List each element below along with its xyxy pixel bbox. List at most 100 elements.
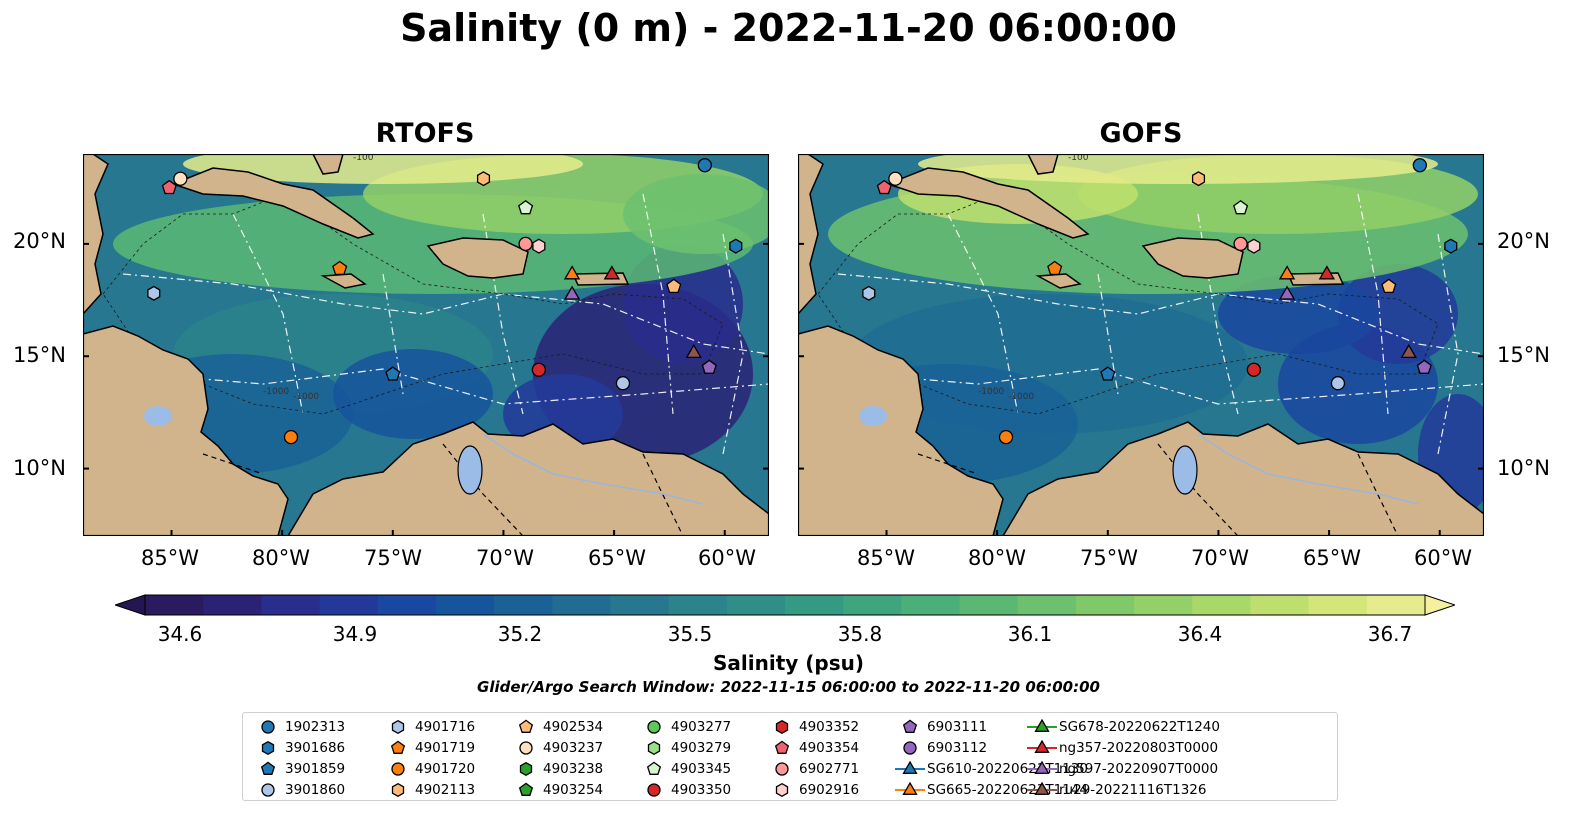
colorbar-segment [1075,595,1135,615]
float-marker-4903345 [518,199,534,215]
legend-marker [1027,718,1057,732]
land-mass [287,421,769,536]
float-marker-4903354 [161,179,177,195]
float-marker-4901719 [332,260,348,276]
land-mass [170,167,375,239]
legend-label: 4902534 [543,719,604,735]
lon-label-80w: 80°W [252,546,310,570]
legend-label: 4903277 [671,719,732,735]
legend-label: ng597-20220907T0000 [1059,761,1219,777]
legend-marker [260,761,276,775]
eez-boundary [232,213,304,415]
float-marker-4901720 [998,429,1014,445]
legend-symbol-hexagon [775,782,789,798]
legend-label: 4903237 [543,740,604,756]
land-mass [1141,237,1244,279]
legend-marker [902,719,918,733]
legend-symbol-pentagon [902,719,918,733]
contour-label: -1000 [1008,392,1034,402]
legend-marker [519,741,533,755]
float-marker-3901686 [1444,238,1458,254]
legend-symbol-hexagon [647,740,661,756]
float-marker-SG665-20220623T1144 [563,265,581,280]
colorbar-segment [1250,595,1310,615]
legend-marker [391,782,405,798]
legend-symbol-pentagon [646,761,662,775]
legend-symbol-pentagon [518,782,534,796]
lake-maracaibo [1172,445,1198,495]
float-marker-4902534 [1381,278,1397,294]
colorbar-segment [959,595,1019,615]
colorbar-segment [1366,595,1426,615]
legend-label: 3901686 [285,740,346,756]
colorbar-tick-label: 36.1 [1007,622,1053,646]
float-marker-ru29-20221116T1326 [1400,343,1417,359]
legend-marker [774,740,790,754]
legend-symbol-hexagon [775,719,789,735]
salinity-field [1218,274,1378,354]
float-marker-ng597-20220907T0000 [563,285,581,300]
legend-symbol-circle [261,720,275,734]
legend-label: 4903238 [543,761,604,777]
legend-marker [518,782,534,796]
float-marker-1902313 [697,158,712,173]
float-marker-4901716 [862,285,876,301]
salinity-field [623,174,769,254]
land-mass [1027,154,1059,175]
lon-label-70w: 70°W [476,546,534,570]
legend: 1902313 3901686 3901859 3901860 4901716 49017… [242,712,1338,801]
lon-label-85w: 85°W [857,546,915,570]
map-frame [83,154,769,536]
lake-nicaragua [144,406,172,426]
legend-label: SG678-20220622T1240 [1059,719,1220,735]
float-marker-6902771 [1233,236,1248,252]
float-marker-4903237 [173,171,188,186]
colorbar-frame [144,594,1426,616]
lon-label-75w: 75°W [1080,546,1138,570]
legend-symbol-circle [519,741,533,755]
contour-label: -100 [1068,154,1089,163]
colorbar-segment [1017,595,1077,615]
colorbar-segment [901,595,961,615]
map-frame [798,154,1484,536]
country-border [917,443,1399,536]
legend-label: 6902771 [799,761,860,777]
lon-label-85w: 85°W [141,546,199,570]
float-marker-6902916 [532,238,546,254]
legend-marker [775,719,789,735]
legend-symbol-hexagon [519,761,533,777]
float-marker-4903350 [1246,362,1262,377]
legend-symbol-hexagon [391,782,405,798]
lat-label-10n-right: 10°N [1497,456,1550,480]
legend-symbol-pentagon [260,761,276,775]
float-marker-SG665-20220623T1144 [1278,265,1296,280]
eez-boundary [1097,273,1119,395]
colorbar-segment [843,595,902,615]
legend-symbol-circle [261,783,275,797]
float-marker-6902916 [1247,238,1261,254]
lon-label-65w: 65°W [588,546,646,570]
eez-boundary [837,273,1484,355]
legend-marker [1027,760,1057,774]
legend-label: 4903352 [799,719,860,735]
colorbar-segment [435,595,495,615]
eez-boundary [857,368,1484,405]
float-marker-4903237 [888,171,903,186]
lon-label-65w: 65°W [1303,546,1361,570]
float-marker-6902771 [518,236,533,252]
panel-title-gofs: GOFS [1099,118,1183,149]
contour-label: -1000 [263,387,289,397]
legend-marker [775,782,789,798]
lake-nicaragua [859,406,887,426]
land-mass [312,154,344,175]
legend-marker [647,720,661,734]
legend-label: 4903345 [671,761,732,777]
legend-symbol-circle [391,762,405,776]
legend-label: 4901719 [415,740,476,756]
legend-symbol-circle [647,720,661,734]
legend-symbol-hexagon [261,740,275,756]
land-mass [83,325,289,536]
float-marker-4903354 [876,179,892,195]
land-mass [885,167,1090,239]
river [1197,433,1419,505]
